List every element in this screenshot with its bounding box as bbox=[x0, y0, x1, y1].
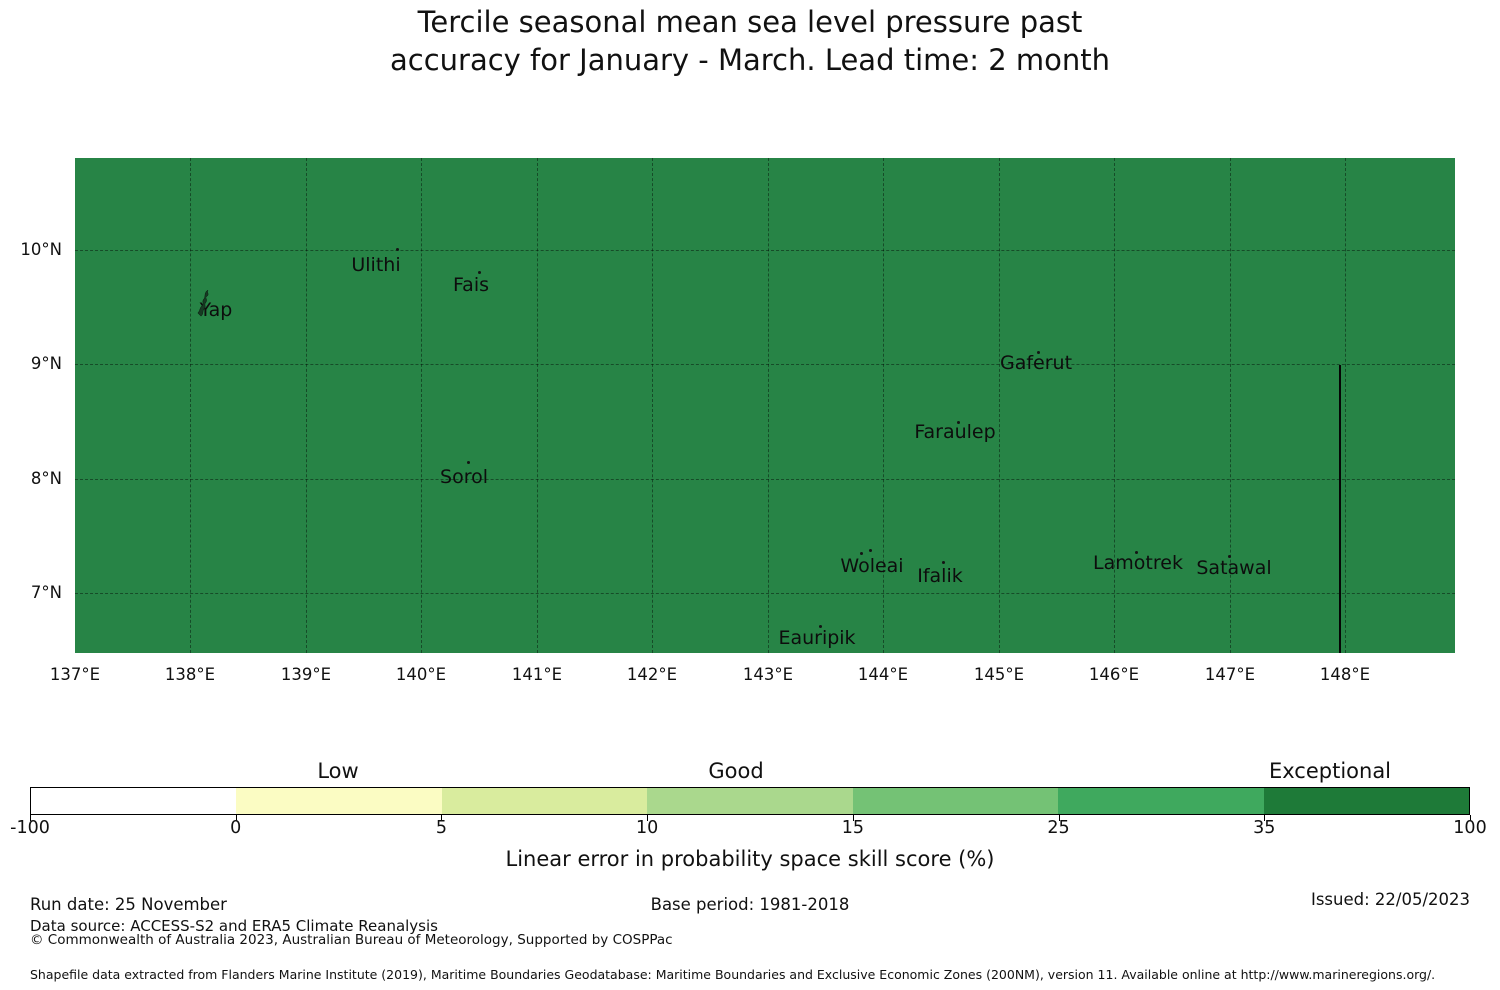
lon-tick-label: 137°E bbox=[49, 665, 101, 684]
lat-tick-label: 9°N bbox=[30, 354, 62, 373]
run-date-text: Run date: 25 November bbox=[30, 895, 227, 914]
island-label: Ifalik bbox=[917, 565, 963, 587]
gridline-parallel bbox=[75, 250, 1455, 251]
data-source-text: Data source: ACCESS-S2 and ERA5 Climate … bbox=[30, 917, 438, 935]
gridline-meridian bbox=[306, 158, 307, 653]
colorbar-tick-mark bbox=[235, 815, 237, 821]
gridline-meridian bbox=[768, 158, 769, 653]
island-label: Yap bbox=[199, 299, 233, 321]
island-dot bbox=[478, 271, 481, 274]
colorbar-tick-label: 15 bbox=[841, 818, 864, 838]
colorbar-segment-15-to-25 bbox=[852, 788, 1059, 814]
colorbar-segment-35-to-100 bbox=[1263, 788, 1469, 814]
island-label: Woleai bbox=[840, 555, 904, 577]
colorbar-tick-mark bbox=[1264, 815, 1266, 821]
island-label: Eauripik bbox=[778, 627, 856, 649]
colorbar-segment--100-to-0 bbox=[31, 788, 237, 814]
gridline-meridian bbox=[652, 158, 653, 653]
lon-tick-label: 138°E bbox=[164, 665, 216, 684]
gridline-meridian bbox=[1345, 158, 1346, 653]
colorbar-tick-mark bbox=[441, 815, 443, 821]
colorbar-tick-label: 35 bbox=[1253, 818, 1276, 838]
colorbar-tick-label: -100 bbox=[10, 818, 50, 838]
copyright-text: © Commonwealth of Australia 2023, Austra… bbox=[30, 932, 673, 948]
lon-tick-label: 143°E bbox=[742, 665, 794, 684]
chart-title-line-2: accuracy for January - March. Lead time:… bbox=[389, 43, 1110, 77]
issued-date-text: Issued: 22/05/2023 bbox=[1310, 890, 1470, 909]
island-dot bbox=[869, 549, 872, 552]
island-dot bbox=[957, 421, 960, 424]
island-label: Satawal bbox=[1196, 557, 1272, 579]
lon-tick-label: 147°E bbox=[1204, 665, 1256, 684]
gridline-parallel bbox=[75, 479, 1455, 480]
gridline-meridian bbox=[1114, 158, 1115, 653]
lat-tick-label: 10°N bbox=[20, 240, 62, 259]
shapefile-note-text: Shapefile data extracted from Flanders M… bbox=[30, 967, 1436, 982]
colorbar-segment-10-to-15 bbox=[647, 788, 853, 814]
gridline-parallel bbox=[75, 364, 1455, 365]
lon-tick-label: 146°E bbox=[1088, 665, 1140, 684]
colorbar-zone-label-low: Low bbox=[317, 759, 359, 783]
lon-tick-label: 141°E bbox=[511, 665, 563, 684]
island-shape-yap bbox=[197, 289, 211, 317]
colorbar-tick-label: 10 bbox=[636, 818, 659, 838]
lon-tick-label: 144°E bbox=[857, 665, 909, 684]
base-period-text: Base period: 1981-2018 bbox=[650, 895, 850, 914]
gridline-meridian bbox=[1230, 158, 1231, 653]
colorbar-segment-5-to-10 bbox=[441, 788, 648, 814]
map-panel: Yap Ulithi Fais Sorol Gaferut Faraulep Woleai I… bbox=[75, 158, 1455, 653]
gridline-parallel bbox=[75, 593, 1455, 594]
island-dot bbox=[1228, 555, 1231, 558]
island-label: Lamotrek bbox=[1093, 552, 1183, 574]
island-label: Ulithi bbox=[351, 254, 401, 276]
colorbar-tick-label: 0 bbox=[230, 818, 242, 838]
colorbar bbox=[30, 787, 1470, 815]
colorbar-axis-label: Linear error in probability space skill … bbox=[505, 847, 995, 871]
lon-tick-label: 142°E bbox=[626, 665, 678, 684]
gridline-meridian bbox=[883, 158, 884, 653]
island-label: Sorol bbox=[440, 466, 488, 488]
island-dot bbox=[467, 461, 470, 464]
gridline-meridian bbox=[421, 158, 422, 653]
lon-tick-label: 148°E bbox=[1319, 665, 1371, 684]
island-dot bbox=[1037, 351, 1040, 354]
lon-tick-label: 139°E bbox=[280, 665, 332, 684]
lon-tick-label: 145°E bbox=[973, 665, 1025, 684]
island-label: Faraulep bbox=[914, 421, 996, 443]
island-dot bbox=[1135, 551, 1138, 554]
island-dot bbox=[819, 625, 822, 628]
colorbar-tick-label: 5 bbox=[435, 818, 447, 838]
colorbar-zone-label-good: Good bbox=[708, 759, 764, 783]
island-dot bbox=[396, 248, 399, 251]
gridline-meridian bbox=[999, 158, 1000, 653]
island-dot bbox=[942, 561, 945, 564]
colorbar-tick-mark bbox=[1058, 815, 1060, 821]
colorbar-tick-label: 100 bbox=[1453, 818, 1487, 838]
lat-tick-label: 8°N bbox=[30, 469, 62, 488]
colorbar-tick-label: 25 bbox=[1047, 818, 1070, 838]
island-label: Gaferut bbox=[999, 352, 1073, 374]
colorbar-tick-mark bbox=[30, 815, 31, 821]
gridline-meridian bbox=[537, 158, 538, 653]
colorbar-segment-25-to-35 bbox=[1058, 788, 1264, 814]
island-label: Fais bbox=[452, 274, 490, 296]
colorbar-tick-mark bbox=[852, 815, 854, 821]
colorbar-segment-0-to-5 bbox=[236, 788, 442, 814]
lon-tick-label: 140°E bbox=[395, 665, 447, 684]
colorbar-tick-mark bbox=[647, 815, 649, 821]
gridline-meridian bbox=[190, 158, 191, 653]
lat-tick-label: 7°N bbox=[30, 583, 62, 602]
island-dot bbox=[860, 552, 863, 555]
eez-boundary-line bbox=[1339, 365, 1341, 653]
colorbar-tick-mark bbox=[1470, 815, 1471, 821]
colorbar-zone-label-exceptional: Exceptional bbox=[1268, 759, 1392, 783]
chart-title-line-1: Tercile seasonal mean sea level pressure… bbox=[417, 5, 1083, 39]
